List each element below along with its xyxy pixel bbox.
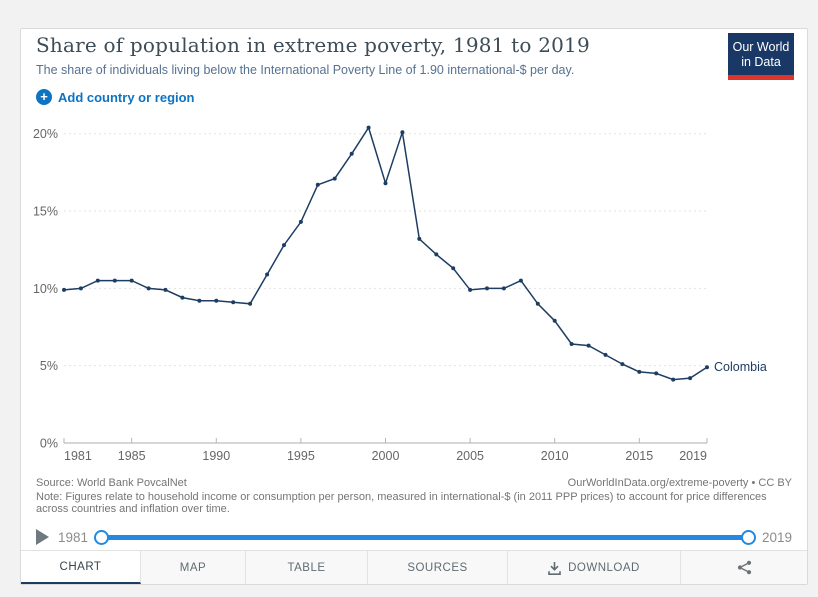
tab-chart-label: CHART (59, 560, 102, 573)
tab-share[interactable] (681, 551, 807, 584)
tab-sources-label: SOURCES (407, 561, 468, 574)
tab-chart[interactable]: CHART (21, 551, 141, 584)
owid-logo-line1: Our World (732, 40, 790, 54)
owid-logo-line2: in Data (741, 55, 781, 69)
tab-table-label: TABLE (287, 561, 326, 574)
svg-text:1985: 1985 (118, 449, 146, 463)
svg-text:2010: 2010 (541, 449, 569, 463)
source-text: Source: World Bank PovcalNet (36, 477, 187, 489)
svg-text:2000: 2000 (372, 449, 400, 463)
svg-text:10%: 10% (33, 282, 58, 296)
add-country-button[interactable]: Add country or region (36, 88, 195, 106)
timeline-track[interactable] (98, 534, 752, 540)
tab-map-label: MAP (179, 561, 207, 574)
chart-footer: Source: World Bank PovcalNet OurWorldInD… (36, 477, 792, 516)
tab-map[interactable]: MAP (141, 551, 246, 584)
svg-text:15%: 15% (33, 205, 58, 219)
chart-card: Share of population in extreme poverty, … (20, 28, 808, 585)
play-icon[interactable] (36, 529, 49, 545)
plus-circle-icon (36, 89, 52, 105)
svg-text:0%: 0% (40, 437, 58, 451)
tab-download[interactable]: DOWNLOAD (508, 551, 681, 584)
svg-text:Colombia: Colombia (714, 360, 767, 374)
tab-bar: CHART MAP TABLE SOURCES DOWNLOAD (21, 550, 807, 584)
timeline-slider[interactable] (94, 529, 756, 545)
svg-text:2005: 2005 (456, 449, 484, 463)
timeline-start-handle[interactable] (94, 529, 110, 545)
svg-text:2019: 2019 (679, 449, 707, 463)
svg-text:1990: 1990 (202, 449, 230, 463)
timeline-start-year: 1981 (58, 529, 89, 545)
timeline-control: 1981 2019 (36, 526, 792, 548)
download-icon (548, 561, 561, 575)
timeline-end-handle[interactable] (740, 529, 756, 545)
svg-text:20%: 20% (33, 127, 58, 141)
note-text: Note: Figures relate to household income… (36, 490, 767, 516)
svg-text:2015: 2015 (625, 449, 653, 463)
tab-table[interactable]: TABLE (246, 551, 368, 584)
tab-sources[interactable]: SOURCES (368, 551, 508, 584)
share-icon (737, 560, 751, 575)
owid-logo[interactable]: Our World in Data (728, 33, 794, 80)
svg-text:5%: 5% (40, 359, 58, 373)
add-country-label: Add country or region (58, 89, 195, 105)
timeline-end-year: 2019 (761, 529, 792, 545)
svg-text:1995: 1995 (287, 449, 315, 463)
credit-link[interactable]: OurWorldInData.org/extreme-poverty • CC … (567, 477, 792, 489)
svg-text:1981: 1981 (64, 449, 92, 463)
line-chart: 0% 5% 10% 15% 20% 1981 1985 1990 1995 2000 2005 201… (33, 125, 767, 463)
chart-subtitle: The share of individuals living below th… (36, 63, 575, 77)
tab-download-label: DOWNLOAD (568, 561, 640, 574)
page-title: Share of population in extreme poverty, … (36, 33, 590, 57)
